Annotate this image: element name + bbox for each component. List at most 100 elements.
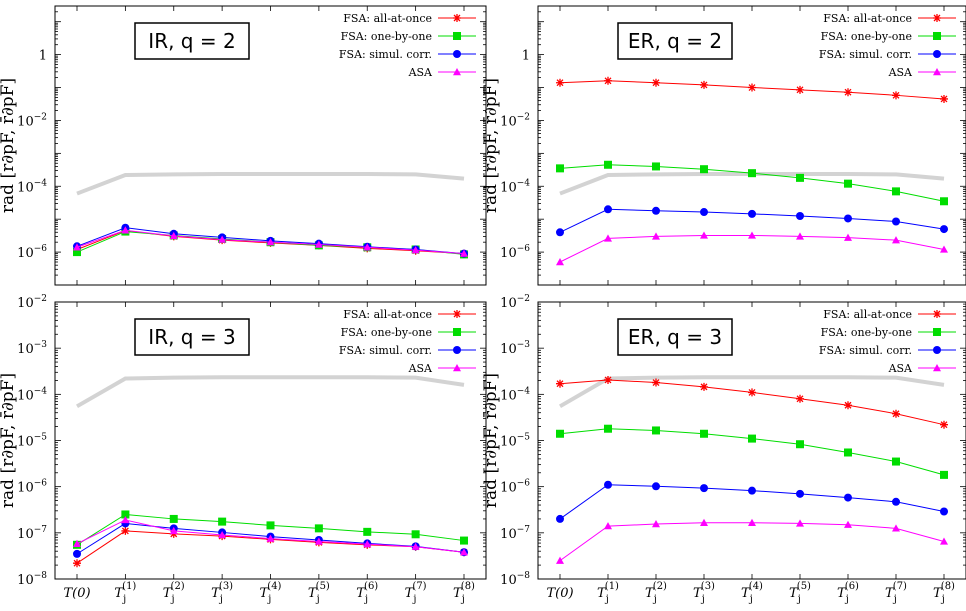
data-point — [892, 217, 900, 226]
data-point — [411, 542, 420, 550]
data-point — [844, 520, 852, 528]
data-point — [748, 434, 756, 443]
y-axis-label: rad [r∂pF, r̄∂pF] — [481, 373, 501, 508]
legend-label: FSA: one-by-one — [341, 30, 432, 43]
legend-label: FSA: one-by-one — [341, 326, 432, 339]
data-point — [796, 489, 804, 498]
panel-title-box — [134, 22, 250, 60]
series-2 — [556, 424, 948, 479]
data-point — [933, 346, 941, 354]
x-tick-label: Tj(5) — [308, 581, 330, 605]
legend-label: FSA: all-at-once — [823, 12, 912, 25]
data-point — [218, 235, 227, 243]
data-point — [700, 208, 708, 217]
data-point — [933, 364, 941, 372]
data-point — [363, 243, 372, 251]
y-tick-label: 10−6 — [500, 244, 530, 261]
y-tick-label: 10−2 — [500, 112, 530, 129]
data-point — [652, 78, 660, 87]
panel-2: 10−6 10−4 10−2 1 FSA: all-at-once FSA: one-by… — [481, 5, 966, 286]
data-point — [796, 232, 804, 240]
data-point — [556, 379, 564, 388]
y-tick-label: 10−4 — [17, 178, 47, 195]
data-point — [460, 249, 468, 257]
data-point — [796, 85, 804, 94]
x-tick-label: Tj(1) — [114, 581, 136, 605]
data-point — [652, 378, 660, 387]
data-point — [933, 310, 941, 318]
legend-label: ASA — [888, 66, 913, 79]
legend-label: FSA: simul. corr. — [339, 344, 432, 357]
data-point — [169, 526, 178, 535]
legend: FSA: all-at-once FSA: one-by-one FSA: simu… — [819, 308, 956, 375]
data-point — [73, 243, 81, 251]
data-point — [892, 409, 900, 418]
data-point — [604, 76, 612, 85]
data-point — [700, 382, 708, 391]
data-point — [314, 537, 323, 545]
data-point — [700, 231, 708, 239]
data-point — [121, 526, 130, 535]
data-point — [169, 231, 178, 240]
data-point — [556, 78, 564, 87]
data-point — [121, 515, 130, 524]
data-point — [556, 164, 564, 173]
x-tick-label: T(0) — [546, 586, 573, 601]
data-point — [73, 539, 81, 547]
series-4 — [73, 515, 468, 556]
x-tick-label: Tj(6) — [356, 581, 378, 605]
series-3 — [556, 205, 948, 237]
data-point — [460, 536, 468, 545]
data-point — [363, 540, 372, 548]
data-point — [796, 211, 804, 220]
y-tick-label: 10−4 — [500, 178, 530, 195]
legend: FSA: all-at-once FSA: one-by-one FSA: simu… — [339, 12, 476, 79]
data-point — [604, 424, 612, 433]
x-tick-label: Tj(7) — [405, 581, 427, 605]
data-point — [933, 14, 941, 22]
series-4 — [556, 518, 948, 564]
data-point — [700, 165, 708, 174]
data-point — [892, 91, 900, 100]
y-tick-label: 10−3 — [17, 340, 47, 357]
y-tick-label: 10−2 — [500, 294, 530, 311]
data-point — [892, 497, 900, 506]
data-point — [460, 548, 468, 556]
data-point — [73, 549, 81, 558]
data-point — [266, 521, 275, 530]
data-point — [748, 169, 756, 178]
data-point — [892, 187, 900, 196]
legend: FSA: all-at-once FSA: one-by-one FSA: simu… — [339, 308, 476, 375]
panel-title: ER, q = 2 — [628, 29, 722, 53]
y-tick-label: 10−8 — [17, 571, 47, 588]
data-point — [940, 245, 948, 253]
data-point — [652, 206, 660, 215]
legend-label: FSA: simul. corr. — [819, 48, 912, 61]
data-point — [844, 233, 852, 241]
series-2 — [556, 160, 948, 206]
panel-title: IR, q = 3 — [148, 325, 235, 349]
y-tick-label: 10−2 — [17, 294, 47, 311]
x-tick-label: Tj(1) — [597, 581, 619, 605]
series-3 — [556, 480, 948, 523]
y-tick-label: 10−2 — [17, 112, 47, 129]
reference-line — [76, 375, 465, 409]
data-point — [748, 209, 756, 218]
panel-title-box — [617, 22, 733, 60]
data-point — [453, 346, 461, 354]
data-point — [796, 440, 804, 449]
data-point — [453, 32, 461, 40]
y-tick-label: 10−6 — [17, 479, 47, 496]
data-point — [796, 173, 804, 182]
data-point — [796, 394, 804, 403]
data-point — [940, 197, 948, 206]
y-tick-label: 10−8 — [500, 571, 530, 588]
reference-line — [76, 172, 465, 196]
y-tick-label: 1 — [39, 49, 47, 64]
data-point — [266, 238, 275, 246]
data-point — [940, 94, 948, 103]
x-tick-label: Tj(4) — [260, 581, 282, 605]
data-point — [453, 328, 461, 336]
data-point — [940, 225, 948, 234]
